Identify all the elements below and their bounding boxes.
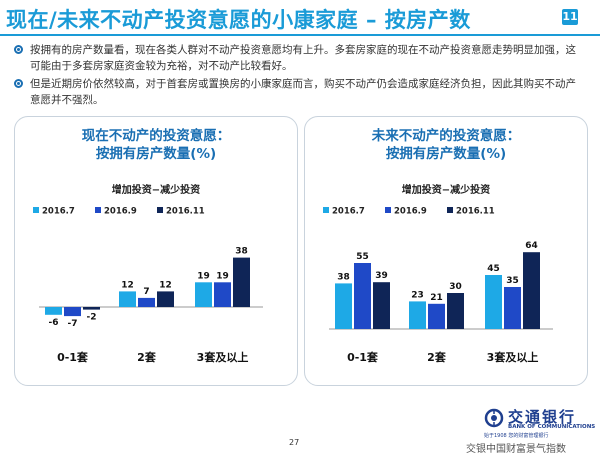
bar	[409, 301, 426, 329]
chart-title-line2: 按拥有房产数量(%)	[95, 146, 217, 162]
legend-swatch	[447, 207, 453, 213]
legend-swatch	[95, 207, 101, 213]
chart-panel-future: 未来不动产的投资意愿： 按拥有房产数量(%) 增加投资−减少投资 2016.7 2…	[304, 116, 588, 386]
legend-swatch	[385, 207, 391, 213]
bar	[428, 303, 445, 329]
legend-label: 2016.11	[166, 207, 205, 217]
bar	[138, 297, 155, 307]
chart-title: 现在不动产的投资意愿： 按拥有房产数量(%)	[15, 127, 297, 163]
bar	[195, 282, 212, 307]
data-label: 38	[235, 247, 248, 257]
legend-label: 2016.7	[42, 207, 75, 217]
chart-title: 未来不动产的投资意愿： 按拥有房产数量(%)	[305, 127, 587, 163]
chart-subtitle: 增加投资−减少投资	[111, 185, 201, 196]
bar	[45, 307, 62, 315]
legend-swatch	[157, 207, 163, 213]
chart-title-line2: 按拥有房产数量(%)	[385, 146, 507, 162]
bar	[354, 263, 371, 329]
bank-logo: 交通银行 BANK OF COMMUNICATIONS 始于1908 您的财富管…	[484, 406, 596, 450]
bar	[504, 287, 521, 329]
bank-name-en: BANK OF COMMUNICATIONS	[508, 424, 596, 430]
category-label: 2套	[137, 350, 157, 364]
data-label: 64	[525, 241, 538, 251]
data-label: 12	[159, 280, 172, 290]
legend-swatch	[323, 207, 329, 213]
category-label: 3套及以上	[487, 350, 539, 364]
legend-swatch	[33, 207, 39, 213]
bar	[233, 257, 250, 307]
legend-label: 2016.7	[332, 207, 365, 217]
chart-subtitle: 增加投资−减少投资	[401, 185, 491, 196]
data-label: 38	[337, 272, 350, 282]
data-label: 23	[411, 290, 424, 300]
bullet-text: 按拥有的房产数量看，现在各类人群对不动产投资意愿均有上升。多套房家庭的现在不动产…	[30, 44, 576, 72]
data-label: 35	[506, 276, 519, 286]
bar	[83, 307, 100, 310]
data-label: 30	[449, 282, 462, 292]
chart-title-line1: 未来不动产的投资意愿：	[371, 128, 521, 144]
bar	[335, 283, 352, 329]
bar-chart-future: 2016.7 2016.9 2016.11 38 55 39 0-1套 23 21 30 2套 45 3…	[323, 207, 553, 364]
chart-panel-current: 现在不动产的投资意愿： 按拥有房产数量(%) 增加投资−减少投资 2016.7 2…	[14, 116, 298, 386]
bar	[447, 293, 464, 329]
bank-name-cn: 交通银行	[508, 408, 577, 426]
bar	[214, 282, 231, 307]
bar	[523, 252, 540, 329]
bar-chart-current: 2016.7 2016.9 2016.11 -6 -7 -2 0-1套 12 7 12 2套 19 19…	[33, 207, 263, 364]
bar	[157, 291, 174, 307]
bullet-text: 但是近期房价依然较高，对于首套房或置换房的小康家庭而言，购买不动产仍会造成家庭经…	[30, 78, 576, 106]
bar	[119, 291, 136, 307]
title-rule	[0, 34, 600, 36]
data-label: 21	[430, 293, 443, 303]
data-label: 12	[121, 280, 134, 290]
category-label: 2套	[427, 350, 447, 364]
data-label: 39	[375, 271, 388, 281]
data-label: 19	[216, 271, 229, 281]
page-title: 现在/未来不动产投资意愿的小康家庭 – 按房产数	[6, 8, 471, 32]
bank-slogan: 始于1908 您的财富管理银行	[484, 433, 549, 439]
page-number: 27	[289, 438, 300, 447]
category-label: 0-1套	[57, 350, 89, 364]
chart-title-line1: 现在不动产的投资意愿：	[81, 128, 231, 144]
category-label: 0-1套	[347, 350, 379, 364]
legend-label: 2016.11	[456, 207, 495, 217]
data-label: 7	[143, 287, 149, 297]
bullet-list: 按拥有的房产数量看，现在各类人群对不动产投资意愿均有上升。多套房家庭的现在不动产…	[14, 42, 584, 110]
data-label: 45	[487, 264, 500, 274]
data-label: -2	[87, 313, 97, 323]
bar	[64, 307, 81, 317]
bar	[373, 282, 390, 329]
bullet-icon	[14, 45, 23, 54]
bullet-item: 按拥有的房产数量看，现在各类人群对不动产投资意愿均有上升。多套房家庭的现在不动产…	[14, 42, 584, 74]
category-label: 3套及以上	[197, 350, 249, 364]
data-label: 19	[197, 271, 210, 281]
legend-label: 2016.9	[394, 207, 427, 217]
data-label: -7	[68, 319, 78, 329]
bullet-item: 但是近期房价依然较高，对于首套房或置换房的小康家庭而言，购买不动产仍会造成家庭经…	[14, 76, 584, 108]
bullet-icon	[14, 79, 23, 88]
footer-tagline: 交银中国财富景气指数	[466, 444, 566, 455]
data-label: 55	[356, 252, 369, 262]
data-label: -6	[49, 318, 59, 328]
bar	[485, 275, 502, 329]
bank-logo-icon	[484, 408, 504, 428]
title-badge: 11	[562, 9, 578, 25]
legend-label: 2016.9	[104, 207, 137, 217]
